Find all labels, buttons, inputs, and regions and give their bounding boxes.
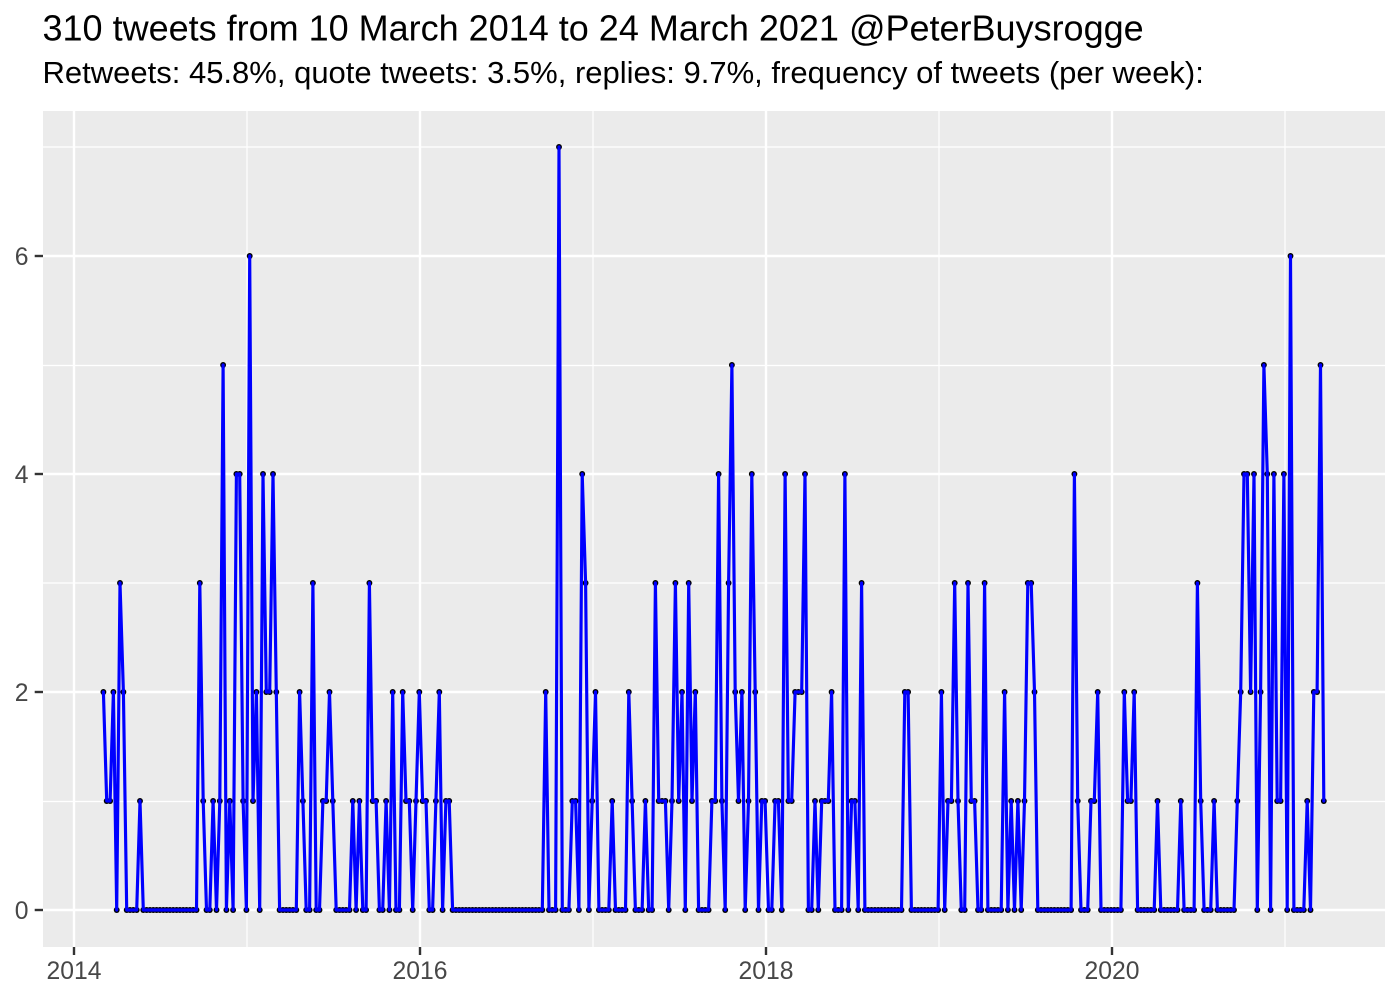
svg-text:6: 6 [15,244,29,271]
svg-text:Retweets: 45.8%, quote tweets:: Retweets: 45.8%, quote tweets: 3.5%, rep… [43,55,1204,90]
svg-text:310 tweets from 10 March 2014: 310 tweets from 10 March 2014 to 24 Marc… [43,8,1144,49]
svg-text:4: 4 [15,462,29,489]
svg-text:2018: 2018 [739,958,794,985]
svg-text:0: 0 [15,898,29,925]
svg-text:2016: 2016 [393,958,448,985]
svg-text:2: 2 [15,680,29,707]
svg-text:2020: 2020 [1085,958,1140,985]
svg-text:2014: 2014 [47,958,102,985]
